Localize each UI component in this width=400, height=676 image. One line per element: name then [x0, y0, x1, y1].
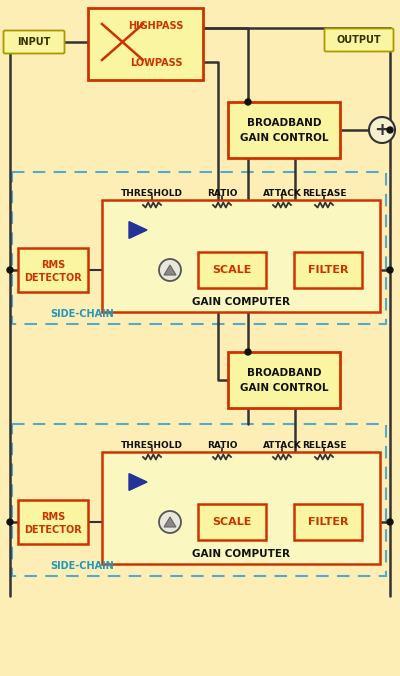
Circle shape: [7, 267, 13, 273]
Bar: [198, 252, 266, 288]
Bar: [198, 504, 266, 540]
Bar: [102, 452, 380, 564]
Polygon shape: [129, 474, 147, 490]
Text: INPUT: INPUT: [17, 37, 51, 47]
Text: ATTACK: ATTACK: [262, 441, 302, 450]
Text: SCALE: SCALE: [212, 517, 252, 527]
Text: FILTER: FILTER: [308, 517, 348, 527]
Circle shape: [159, 511, 181, 533]
Polygon shape: [164, 517, 176, 527]
Text: SCALE: SCALE: [212, 265, 252, 275]
Bar: [294, 252, 362, 288]
FancyBboxPatch shape: [324, 28, 394, 51]
Bar: [228, 352, 340, 408]
Text: RMS: RMS: [41, 260, 65, 270]
Circle shape: [245, 349, 251, 355]
Circle shape: [387, 519, 393, 525]
Text: GAIN COMPUTER: GAIN COMPUTER: [192, 297, 290, 307]
Text: FILTER: FILTER: [308, 265, 348, 275]
Bar: [294, 504, 362, 540]
Bar: [18, 500, 88, 544]
Text: OUTPUT: OUTPUT: [337, 35, 381, 45]
Text: DETECTOR: DETECTOR: [24, 273, 82, 283]
Circle shape: [369, 117, 395, 143]
Text: LOWPASS: LOWPASS: [130, 58, 182, 68]
Text: DETECTOR: DETECTOR: [24, 525, 82, 535]
Text: RATIO: RATIO: [207, 441, 237, 450]
Circle shape: [7, 519, 13, 525]
Text: BROADBAND: BROADBAND: [247, 118, 321, 128]
Polygon shape: [164, 265, 176, 275]
Text: RATIO: RATIO: [207, 189, 237, 197]
Text: +: +: [374, 121, 390, 139]
Text: RMS: RMS: [41, 512, 65, 522]
Bar: [88, 8, 203, 80]
Circle shape: [245, 99, 251, 105]
Text: SIDE-CHAIN: SIDE-CHAIN: [50, 561, 114, 571]
Circle shape: [387, 267, 393, 273]
Text: THRESHOLD: THRESHOLD: [121, 441, 183, 450]
Text: BROADBAND: BROADBAND: [247, 368, 321, 379]
Circle shape: [159, 259, 181, 281]
Text: ATTACK: ATTACK: [262, 189, 302, 197]
Circle shape: [387, 127, 393, 133]
Bar: [18, 248, 88, 292]
Bar: [12, 424, 386, 576]
FancyBboxPatch shape: [4, 30, 64, 53]
Bar: [228, 102, 340, 158]
Text: HIGHPASS: HIGHPASS: [128, 21, 184, 31]
Text: GAIN COMPUTER: GAIN COMPUTER: [192, 549, 290, 559]
Text: RELEASE: RELEASE: [302, 189, 346, 197]
Text: GAIN CONTROL: GAIN CONTROL: [240, 133, 328, 143]
Text: SIDE-CHAIN: SIDE-CHAIN: [50, 309, 114, 319]
Text: RELEASE: RELEASE: [302, 441, 346, 450]
Text: GAIN CONTROL: GAIN CONTROL: [240, 383, 328, 393]
Bar: [102, 200, 380, 312]
Bar: [12, 172, 386, 324]
Text: THRESHOLD: THRESHOLD: [121, 189, 183, 197]
Polygon shape: [129, 222, 147, 239]
